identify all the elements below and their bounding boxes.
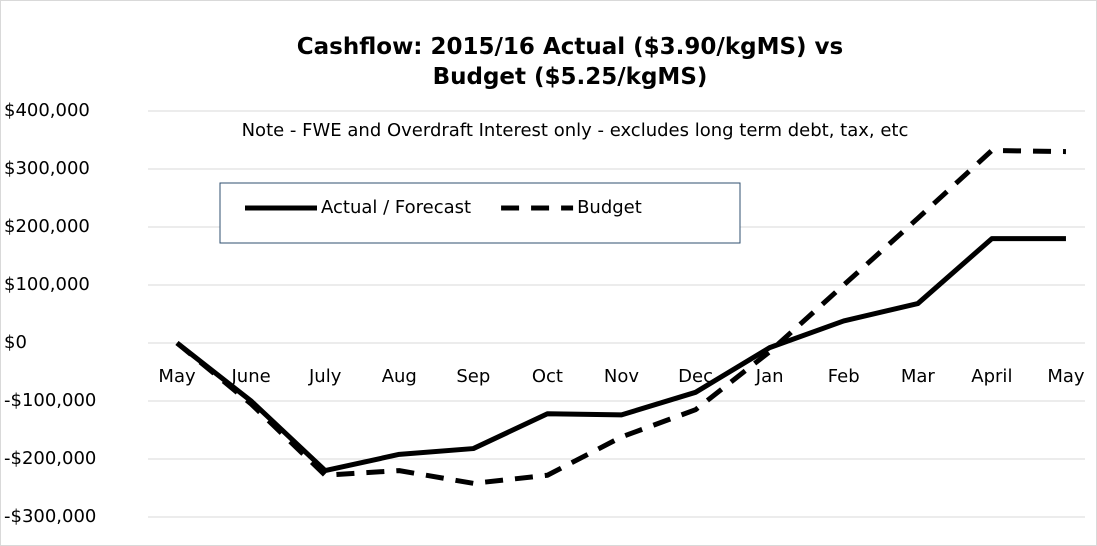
y-tick-label: -$300,000 bbox=[4, 506, 96, 527]
x-tick-label: Oct bbox=[532, 366, 563, 387]
x-tick-label: Sep bbox=[456, 366, 490, 387]
x-tick-label: Jan bbox=[755, 366, 784, 387]
y-tick-label: -$200,000 bbox=[4, 448, 96, 469]
x-tick-label: Dec bbox=[678, 366, 713, 387]
x-tick-label: Aug bbox=[382, 366, 417, 387]
x-tick-label: June bbox=[231, 366, 271, 387]
x-tick-label: July bbox=[308, 366, 342, 387]
y-tick-label: -$100,000 bbox=[4, 390, 96, 411]
legend-box bbox=[219, 182, 741, 244]
y-tick-label: $100,000 bbox=[4, 274, 90, 295]
x-tick-label: May bbox=[1047, 366, 1085, 387]
legend-label: Budget bbox=[577, 197, 642, 218]
series-line bbox=[175, 147, 1067, 486]
y-tick-label: $0 bbox=[4, 332, 27, 353]
legend-label: Actual / Forecast bbox=[321, 197, 471, 218]
y-tick-label: $200,000 bbox=[4, 216, 90, 237]
x-tick-label: Feb bbox=[828, 366, 860, 387]
x-tick-label: April bbox=[971, 366, 1012, 387]
y-tick-label: $400,000 bbox=[4, 100, 90, 121]
x-tick-label: May bbox=[158, 366, 196, 387]
annotation: Note - FWE and Overdraft Interest only -… bbox=[242, 120, 909, 141]
chart-title: Cashflow: 2015/16 Actual ($3.90/kgMS) vs… bbox=[296, 34, 844, 90]
x-tick-label: Mar bbox=[901, 366, 936, 387]
x-tick-label: Nov bbox=[604, 366, 639, 387]
y-tick-label: $300,000 bbox=[4, 158, 90, 179]
series-line bbox=[175, 236, 1066, 474]
